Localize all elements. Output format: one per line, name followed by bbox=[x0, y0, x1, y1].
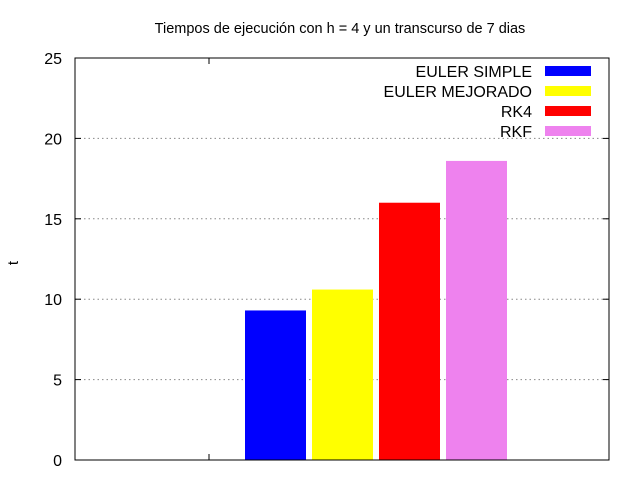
legend-label: EULER SIMPLE bbox=[416, 64, 532, 81]
y-tick-label: 5 bbox=[53, 373, 62, 390]
axis-ticks: 0 5 10 15 20 25 bbox=[44, 51, 610, 470]
bar-rk4 bbox=[379, 202, 440, 460]
y-tick-label: 0 bbox=[53, 453, 62, 470]
legend-swatch bbox=[545, 66, 591, 76]
y-tick-label: 15 bbox=[44, 212, 62, 229]
plot-frame bbox=[74, 57, 610, 461]
bar-euler-mejorado bbox=[312, 289, 373, 460]
bars bbox=[245, 160, 507, 461]
y-tick-label: 10 bbox=[44, 292, 62, 309]
y-axis-label: t bbox=[5, 260, 22, 265]
legend-swatch bbox=[545, 106, 591, 116]
y-tick-label: 25 bbox=[44, 51, 62, 68]
legend-label: RK4 bbox=[501, 104, 532, 121]
legend: EULER SIMPLE EULER MEJORADO RK4 RKF bbox=[384, 64, 591, 141]
chart-title: Tiempos de ejecución con h = 4 y un tran… bbox=[155, 21, 526, 37]
legend-label: RKF bbox=[500, 124, 532, 141]
bar-rkf bbox=[446, 160, 507, 461]
legend-label: EULER MEJORADO bbox=[384, 84, 532, 101]
bar-euler-simple bbox=[245, 310, 306, 460]
legend-swatch bbox=[545, 86, 591, 96]
y-tick-label: 20 bbox=[44, 131, 62, 148]
legend-swatch bbox=[545, 126, 591, 136]
